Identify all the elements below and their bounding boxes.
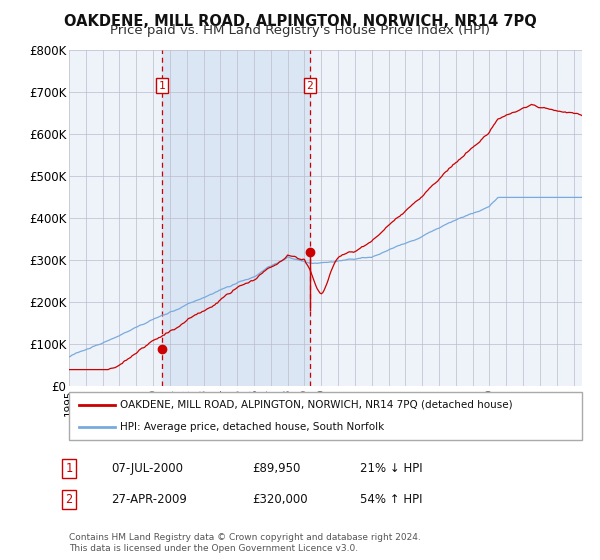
Text: 2: 2 [307,81,313,91]
Text: Contains HM Land Registry data © Crown copyright and database right 2024.
This d: Contains HM Land Registry data © Crown c… [69,533,421,553]
Text: 21% ↓ HPI: 21% ↓ HPI [360,462,422,475]
Text: HPI: Average price, detached house, South Norfolk: HPI: Average price, detached house, Sout… [120,422,385,432]
Text: 07-JUL-2000: 07-JUL-2000 [111,462,183,475]
Text: 54% ↑ HPI: 54% ↑ HPI [360,493,422,506]
Bar [162,50,310,386]
Text: £89,950: £89,950 [252,462,301,475]
Text: OAKDENE, MILL ROAD, ALPINGTON, NORWICH, NR14 7PQ (detached house): OAKDENE, MILL ROAD, ALPINGTON, NORWICH, … [120,400,513,410]
Text: 1: 1 [65,462,73,475]
Text: OAKDENE, MILL ROAD, ALPINGTON, NORWICH, NR14 7PQ: OAKDENE, MILL ROAD, ALPINGTON, NORWICH, … [64,14,536,29]
Text: £320,000: £320,000 [252,493,308,506]
Text: 2: 2 [65,493,73,506]
Text: Price paid vs. HM Land Registry's House Price Index (HPI): Price paid vs. HM Land Registry's House … [110,24,490,36]
Text: 27-APR-2009: 27-APR-2009 [111,493,187,506]
Text: 1: 1 [158,81,165,91]
